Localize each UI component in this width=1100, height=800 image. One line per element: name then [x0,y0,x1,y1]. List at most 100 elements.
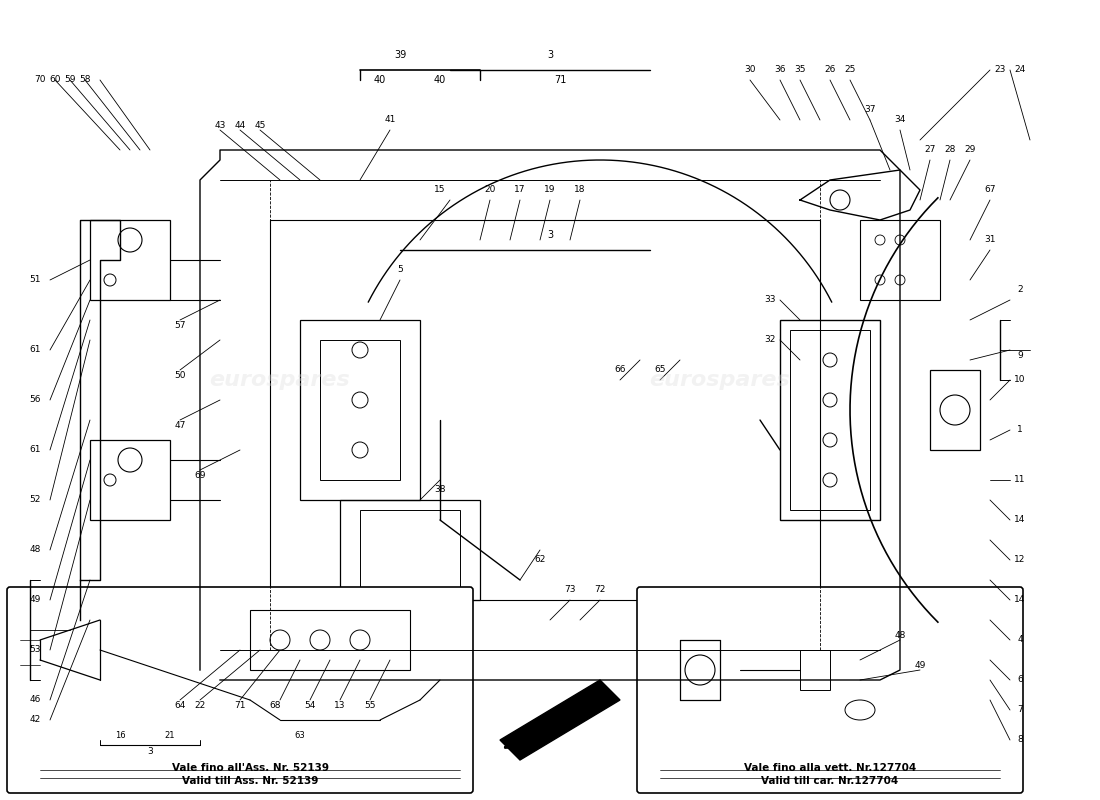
Text: 67: 67 [984,186,996,194]
Text: 2: 2 [1018,286,1023,294]
Text: 61: 61 [30,446,41,454]
Text: 51: 51 [30,275,41,285]
Bar [320,340,400,480]
Circle shape [895,275,905,285]
Text: eurospares: eurospares [650,370,791,390]
Text: 55: 55 [364,701,376,710]
Text: 22: 22 [195,701,206,710]
Text: 68: 68 [270,701,280,710]
Text: 3: 3 [147,747,153,757]
Text: 5: 5 [397,266,403,274]
Text: 8: 8 [1018,735,1023,745]
Text: 46: 46 [30,695,41,705]
Text: 44: 44 [234,121,245,130]
Text: 40: 40 [374,75,386,85]
Text: 45: 45 [254,121,266,130]
Text: 64: 64 [174,701,186,710]
Text: 65: 65 [654,366,666,374]
FancyBboxPatch shape [7,587,473,793]
Bar [250,610,410,670]
Text: 38: 38 [434,486,446,494]
Bar [270,220,820,600]
Text: 66: 66 [614,366,626,374]
Text: 34: 34 [894,115,905,125]
Bar [300,320,420,500]
Text: 49: 49 [30,595,41,605]
Bar [90,440,170,520]
Text: 70: 70 [34,75,46,85]
Text: Vale fino all'Ass. Nr. 52139: Vale fino all'Ass. Nr. 52139 [172,763,329,773]
Text: 40: 40 [433,75,447,85]
Text: 11: 11 [1014,475,1025,485]
Text: 48: 48 [30,546,41,554]
Text: 15: 15 [434,186,446,194]
Text: 13: 13 [334,701,345,710]
Circle shape [895,235,905,245]
Circle shape [104,474,116,486]
FancyArrowPatch shape [505,702,597,747]
Polygon shape [500,680,620,760]
Text: 71: 71 [553,75,566,85]
Text: 35: 35 [794,66,805,74]
Text: 17: 17 [515,186,526,194]
Text: 48: 48 [894,630,905,639]
Text: Valid till car. Nr.127704: Valid till car. Nr.127704 [761,776,899,786]
Bar [780,320,880,520]
Text: 23: 23 [994,66,1005,74]
Text: 26: 26 [824,66,836,74]
Text: 33: 33 [764,295,776,305]
Text: 3: 3 [547,50,553,60]
Text: 27: 27 [924,146,936,154]
Text: 37: 37 [865,106,876,114]
Text: 1: 1 [1018,426,1023,434]
Bar [860,220,940,300]
Text: 31: 31 [984,235,996,245]
Text: 57: 57 [174,321,186,330]
Text: Vale fino alla vett. Nr.127704: Vale fino alla vett. Nr.127704 [744,763,916,773]
Bar [800,650,830,690]
Text: 47: 47 [174,421,186,430]
Text: Valid till Ass. Nr. 52139: Valid till Ass. Nr. 52139 [182,776,318,786]
Text: 72: 72 [594,586,606,594]
Text: 25: 25 [845,66,856,74]
Text: 63: 63 [295,730,306,739]
Text: 28: 28 [944,146,956,154]
Text: eurospares: eurospares [210,370,351,390]
Text: 14: 14 [1014,515,1025,525]
Text: 73: 73 [564,586,575,594]
Text: 20: 20 [484,186,496,194]
Text: 42: 42 [30,715,41,725]
Text: 3: 3 [547,230,553,240]
Circle shape [874,275,886,285]
Text: 49: 49 [914,661,926,670]
Text: 59: 59 [64,75,76,85]
Text: 71: 71 [234,701,245,710]
Text: 16: 16 [114,730,125,739]
Text: 32: 32 [764,335,776,345]
Text: 61: 61 [30,346,41,354]
Text: 39: 39 [394,50,406,60]
Text: 10: 10 [1014,375,1025,385]
Text: 6: 6 [1018,675,1023,685]
Bar [360,510,460,590]
Bar [930,370,980,450]
Text: 14: 14 [1014,595,1025,605]
Text: 12: 12 [1014,555,1025,565]
Text: 24: 24 [1014,66,1025,74]
Text: 53: 53 [30,646,41,654]
Text: 69: 69 [195,470,206,479]
Text: 30: 30 [745,66,756,74]
Text: 54: 54 [305,701,316,710]
Bar [90,220,170,300]
Text: 62: 62 [535,555,546,565]
Text: 18: 18 [574,186,585,194]
Text: 9: 9 [1018,350,1023,359]
Text: 21: 21 [165,730,175,739]
Circle shape [874,235,886,245]
Text: 36: 36 [774,66,785,74]
Text: 4: 4 [1018,635,1023,645]
Text: 56: 56 [30,395,41,405]
Text: 29: 29 [965,146,976,154]
Text: 60: 60 [50,75,60,85]
Bar [790,330,870,510]
